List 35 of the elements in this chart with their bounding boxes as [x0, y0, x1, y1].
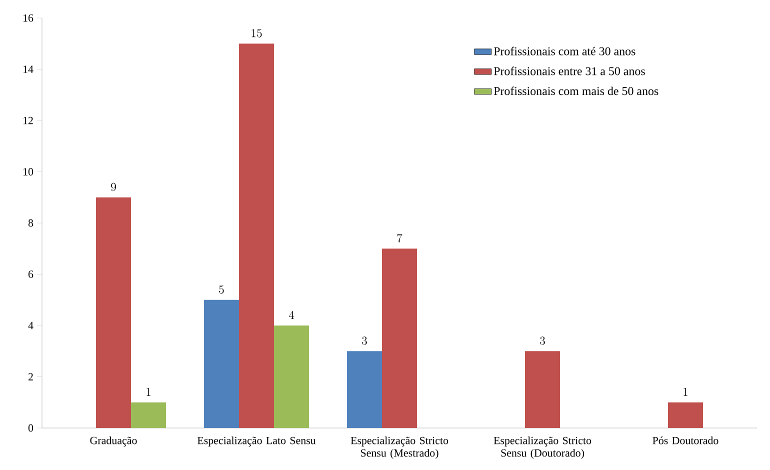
data-label: 3: [540, 336, 545, 345]
data-label: 5: [219, 285, 224, 294]
data-label: 7: [397, 234, 402, 242]
x-tick-label: Especialização Stricto Sensu (Doutorado): [494, 436, 592, 459]
data-label: 4: [288, 310, 294, 319]
y-tick-label: 12: [23, 116, 33, 124]
legend-label: Profissionais entre 31 a 50 anos: [494, 66, 645, 76]
y-tick-label: 6: [28, 270, 34, 278]
bar: [131, 402, 166, 428]
x-tick-label: Especialização Lato Sensu: [197, 436, 316, 446]
bar: [668, 402, 704, 428]
data-label: 15: [252, 29, 262, 38]
x-tick-label: Especialização Stricto Sensu (Mestrado): [350, 436, 448, 459]
y-tick-label: 2: [28, 373, 33, 380]
x-tick-label: Pós Doutorado: [652, 436, 718, 444]
bar: [346, 351, 382, 428]
bar: [238, 44, 274, 428]
bar: [96, 197, 132, 428]
y-tick-label: 14: [23, 66, 34, 73]
bar: [204, 300, 239, 428]
y-tick-label: 8: [28, 219, 34, 227]
bar: [382, 248, 418, 428]
data-label: 1: [684, 388, 688, 396]
data-label: 9: [111, 182, 116, 192]
y-tick-label: 16: [23, 14, 34, 22]
data-label: 1: [146, 388, 151, 396]
y-tick-label: 0: [28, 424, 34, 432]
y-tick-label: 4: [28, 322, 34, 330]
x-tick-label: Graduação: [90, 436, 137, 446]
y-tick-label: 10: [23, 168, 34, 176]
legend-label: Profissionais com até 30 anos: [494, 46, 636, 56]
bar: [274, 326, 310, 428]
bar: [524, 351, 560, 428]
data-label: 3: [362, 336, 367, 345]
legend-label: Profissionais com mais de 50 anos: [494, 86, 658, 96]
